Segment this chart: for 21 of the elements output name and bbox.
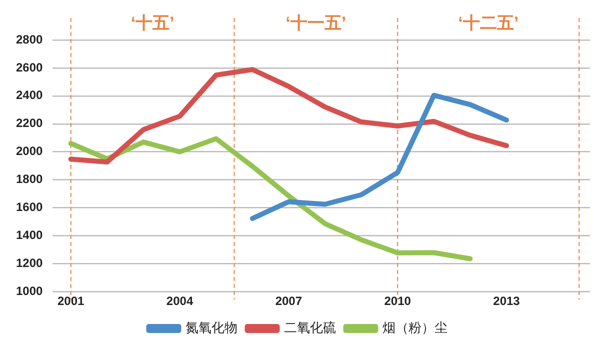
legend-label: 氮氧化物	[185, 320, 238, 336]
y-tick-label: 1400	[16, 228, 44, 242]
y-tick-label: 2800	[16, 32, 44, 46]
text: ‘十五’	[130, 14, 174, 33]
x-tick-label: 2010	[384, 294, 412, 308]
text: ‘十一五’	[286, 14, 346, 33]
x-tick-label: 2013	[493, 294, 520, 308]
legend-label: 二氧化硫	[284, 320, 336, 336]
y-tick-label: 2600	[16, 60, 44, 74]
x-tick-label: 2007	[275, 294, 302, 308]
y-tick-label: 2400	[16, 88, 44, 102]
y-tick-label: 2200	[16, 116, 44, 130]
y-tick-label: 1200	[16, 256, 44, 270]
y-tick-label: 1800	[16, 172, 44, 186]
y-tick-label: 2000	[16, 144, 44, 158]
text: ‘十二五’	[458, 14, 519, 33]
x-tick-label: 2001	[57, 294, 85, 308]
y-tick-label: 1000	[16, 284, 44, 298]
legend-label: 烟（粉）尘	[382, 320, 448, 336]
y-tick-label: 1600	[16, 200, 44, 214]
x-tick-label: 2004	[166, 294, 194, 308]
